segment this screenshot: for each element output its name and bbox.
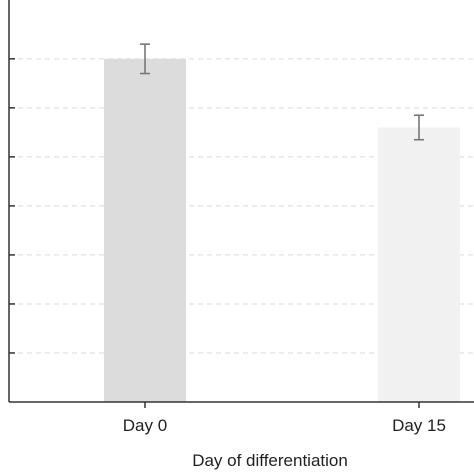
- bar-1: [104, 58, 186, 402]
- error-bar-1: [140, 43, 150, 75]
- error-bar-2: [414, 114, 424, 141]
- bar-2: [378, 127, 460, 403]
- x-tick-labels: Day 0 Day 15: [123, 416, 446, 435]
- error-bars: [140, 43, 424, 141]
- x-tick-label-1: Day 0: [123, 416, 167, 435]
- x-axis-label: Day of differentiation: [192, 451, 348, 470]
- axes: [8, 0, 474, 408]
- bars: [104, 58, 460, 403]
- x-tick-label-2: Day 15: [392, 416, 446, 435]
